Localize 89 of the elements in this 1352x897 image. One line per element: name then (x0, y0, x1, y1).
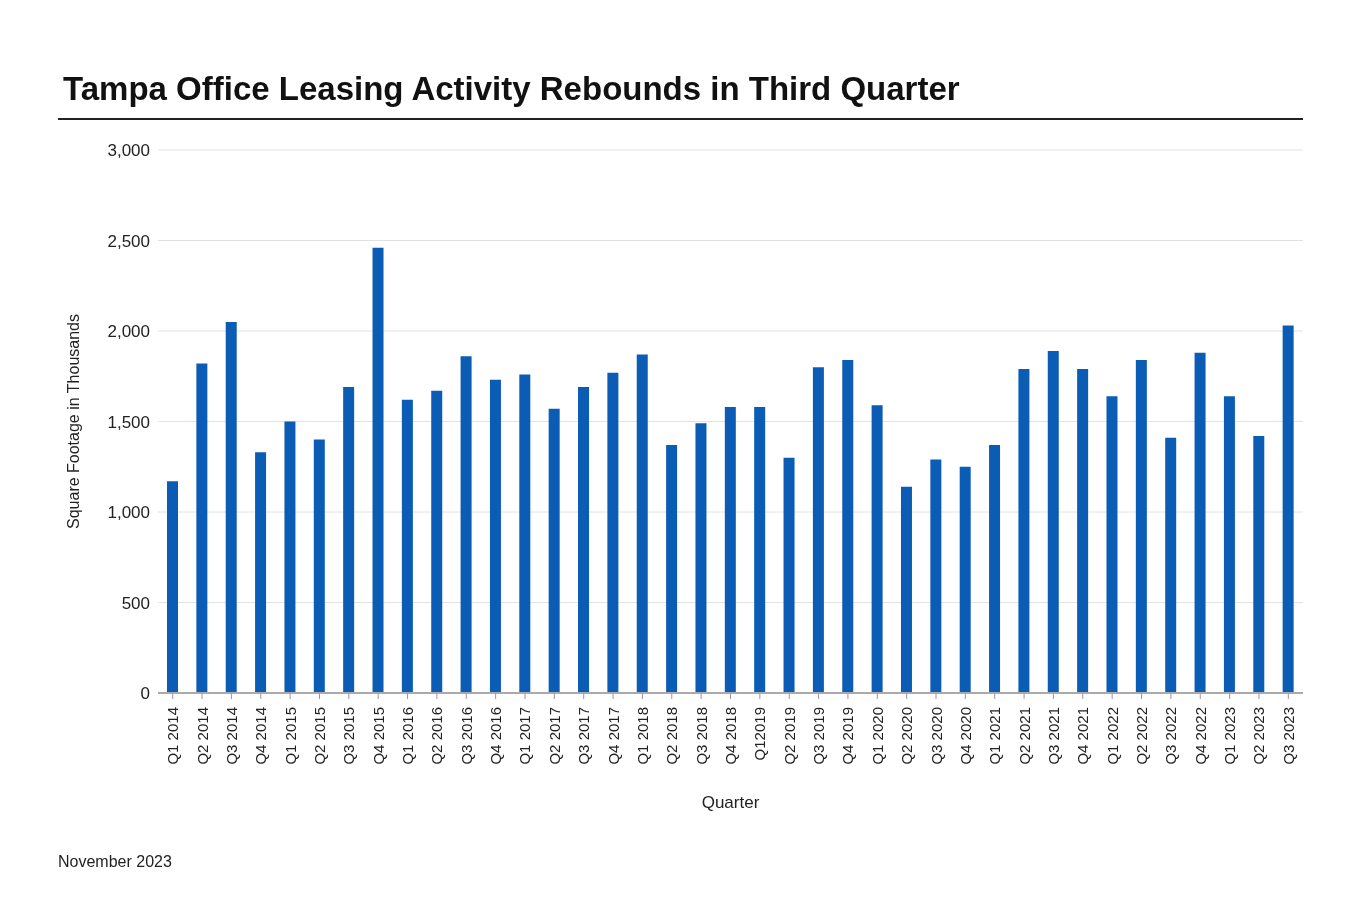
bar (1077, 369, 1089, 693)
x-tick-label: Q3 2017 (575, 707, 593, 765)
x-tick-label: Q2 2015 (310, 707, 328, 765)
x-tick-label: Q3 2018 (692, 707, 710, 765)
y-tick-label: 0 (140, 684, 150, 704)
bar (900, 486, 912, 693)
y-tick-label: 2,500 (107, 231, 150, 251)
bar (871, 405, 883, 693)
bar (519, 374, 531, 693)
x-tick-label: Q4 2021 (1074, 707, 1092, 765)
bar (1018, 369, 1030, 693)
bar (167, 481, 178, 693)
x-tick-label: Q2 2016 (428, 707, 446, 765)
bar (1047, 350, 1059, 693)
text: November 2023 (58, 853, 172, 871)
x-tick-label: Q1 2023 (1221, 707, 1239, 765)
x-tick-label: Q2 2020 (898, 707, 916, 765)
x-tick-label: Q4 2017 (604, 707, 622, 765)
x-tick-label: Q3 2020 (927, 707, 945, 765)
x-tick-label: Q1 2020 (868, 707, 886, 765)
x-tick-label: Q1 2014 (164, 707, 182, 765)
bar (989, 445, 1001, 693)
bar (1194, 352, 1206, 693)
x-tick-label: Q3 2015 (340, 707, 358, 765)
bar (754, 407, 766, 693)
x-tick-label: Q1 2022 (1103, 707, 1121, 765)
x-tick-label: Q1 2015 (281, 707, 299, 765)
x-tick-label: Q2 2022 (1133, 707, 1151, 765)
bar (1223, 396, 1235, 693)
x-axis-title: Quarter (701, 793, 760, 812)
x-tick-label: Q2 2019 (780, 707, 798, 765)
x-tick-label: Q4 2019 (839, 707, 857, 765)
bar (255, 452, 267, 693)
x-tick-label: Q1 2017 (516, 707, 534, 765)
bar (959, 466, 971, 693)
bar (607, 372, 619, 693)
y-tick-label: 1,500 (107, 412, 150, 432)
x-tick-label: Q3 2019 (810, 707, 828, 765)
x-tick-label: Q4 2020 (956, 707, 974, 765)
x-tick-label: Q4 2018 (722, 707, 739, 765)
y-tick-label: 3,000 (107, 141, 150, 161)
x-tick-label: Q3 2022 (1162, 707, 1180, 765)
bar (812, 367, 824, 693)
y-tick-label: 500 (121, 593, 150, 613)
x-tick-label: Q3 2023 (1279, 707, 1297, 765)
y-tick-label: 1,000 (107, 503, 150, 523)
bar (1135, 359, 1147, 693)
bar (1106, 396, 1118, 693)
bar (343, 387, 355, 693)
x-tick-label: Q3 2021 (1044, 707, 1062, 765)
x-tick-label: Q1 2018 (633, 707, 651, 765)
x-tick-label: Q2 2014 (193, 707, 211, 765)
bar (783, 457, 795, 693)
x-tick-label: Q1 2016 (399, 707, 417, 765)
x-tick-label: Q4 2016 (487, 707, 505, 765)
bar (1253, 435, 1265, 693)
bar (225, 321, 237, 693)
x-tick-label: Q4 2014 (252, 707, 270, 765)
x-tick-label: Q4 2022 (1191, 707, 1209, 765)
y-axis-title: Square Footage in Thousands (64, 314, 82, 529)
x-tick-label: Q2 2018 (663, 707, 681, 765)
bar (930, 459, 942, 693)
x-tick-label: Q2 2023 (1250, 707, 1268, 765)
bar (842, 359, 854, 693)
x-tick-label: Q2 2021 (1015, 707, 1033, 765)
bar (431, 390, 443, 693)
bar (578, 387, 590, 693)
x-tick-label: Q2 2017 (545, 707, 563, 765)
bar (695, 423, 707, 693)
bar (1165, 437, 1177, 693)
bar (489, 379, 501, 693)
bar (636, 354, 648, 693)
y-tick-label: 2,000 (107, 322, 150, 342)
bar (460, 356, 472, 693)
bar (284, 421, 296, 693)
bar (1282, 325, 1294, 693)
x-tick-label: Q3 2016 (457, 707, 475, 765)
bar (313, 439, 325, 693)
x-tick-label: Q4 2015 (369, 707, 387, 765)
x-tick-label: Q3 2014 (222, 707, 240, 765)
bar (196, 363, 208, 693)
bar (666, 445, 678, 693)
bar (401, 399, 413, 693)
bar (372, 247, 384, 693)
x-tick-label: Q12019 (751, 707, 769, 761)
bar (724, 407, 736, 693)
x-tick-label: Q1 2021 (986, 707, 1004, 765)
chart-title: Tampa Office Leasing Activity Rebounds in Third Quarter (63, 70, 960, 108)
bar (548, 408, 560, 693)
